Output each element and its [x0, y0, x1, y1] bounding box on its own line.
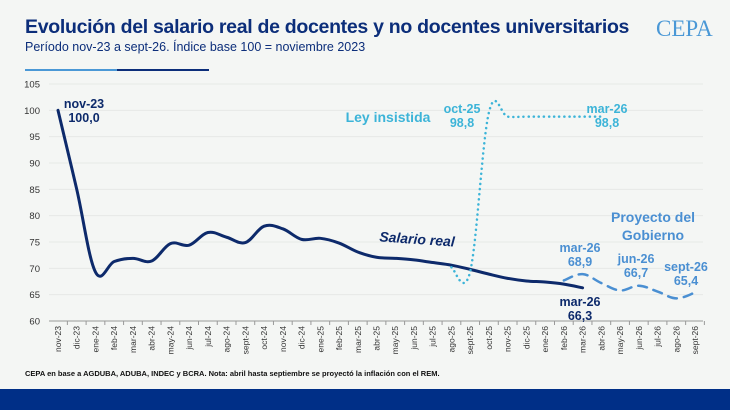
title-rule-dark — [117, 69, 209, 71]
x-tick-label: may-25 — [390, 326, 400, 355]
x-tick-label: may-24 — [165, 326, 175, 355]
label-proy-mar-value: 68,9 — [568, 255, 592, 269]
x-tick-label: oct-25 — [484, 326, 494, 350]
y-tick-label: 70 — [29, 264, 40, 275]
y-tick-label: 75 — [29, 238, 40, 249]
label-proy-sep-month: sept-26 — [664, 260, 708, 274]
x-tick-label: abr-26 — [596, 326, 606, 351]
y-tick-label: 90 — [29, 159, 40, 170]
x-tick-label: jul-26 — [653, 326, 663, 348]
x-tick-label: ago-24 — [222, 326, 232, 353]
x-tick-label: dic-25 — [521, 326, 531, 349]
y-tick-label: 95 — [29, 132, 40, 143]
x-tick-label: nov-25 — [503, 326, 513, 352]
label-proy-jun-value: 66,7 — [624, 266, 648, 280]
series-line-proyecto-del-gobierno — [562, 272, 697, 300]
label-proy-sep-value: 65,4 — [674, 274, 698, 288]
x-tick-label: ene-24 — [90, 326, 100, 353]
label-ley-mar-value: 98,8 — [595, 116, 619, 130]
x-tick-label: sept-26 — [690, 326, 700, 355]
x-tick-label: jul-24 — [203, 326, 213, 348]
x-tick-label: abr-24 — [147, 326, 157, 351]
label-salario-mar-month: mar-26 — [560, 295, 601, 309]
y-tick-label: 105 — [24, 80, 40, 91]
x-tick-label: dic-24 — [297, 326, 307, 349]
y-tick-label: 80 — [29, 211, 40, 222]
x-tick-label: abr-25 — [372, 326, 382, 351]
label-proy-mar-month: mar-26 — [560, 241, 601, 255]
x-tick-label: nov-24 — [278, 326, 288, 352]
x-tick-label: feb-25 — [334, 326, 344, 350]
cepa-logo: CEPA — [656, 16, 713, 41]
series-line-salario-real — [56, 108, 585, 290]
footer-bar — [0, 389, 730, 410]
x-tick-label: jun-26 — [634, 326, 644, 351]
label-salario-mar-value: 66,3 — [568, 309, 592, 323]
x-tick-label: mar-25 — [353, 326, 363, 353]
x-tick-label: nov-23 — [53, 326, 63, 352]
label-proyecto-1: Proyecto del — [611, 209, 695, 225]
x-tick-label: jun-25 — [409, 326, 419, 351]
series-line-ley-insistida — [450, 99, 603, 285]
y-tick-label: 85 — [29, 185, 40, 196]
title-rule-light — [25, 69, 117, 71]
x-tick-label: mar-26 — [578, 326, 588, 353]
x-tick-label: sept-25 — [465, 326, 475, 355]
line-chart: 60 65 70 75 80 85 90 95 100 105 nov-23 dic-23 ene-2… — [24, 80, 708, 355]
x-tick-label: jun-24 — [184, 326, 194, 351]
label-ley-mar-month: mar-26 — [587, 102, 628, 116]
label-ley-insistida: Ley insistida — [346, 109, 431, 125]
label-proyecto-2: Gobierno — [622, 227, 684, 243]
y-tick-label: 60 — [29, 317, 40, 328]
label-proy-jun-month: jun-26 — [617, 252, 655, 266]
x-tick-label: ene-26 — [540, 326, 550, 353]
chart-subtitle: Período nov-23 a sept-26. Índice base 10… — [25, 40, 366, 54]
label-salario-real: Salario real — [379, 228, 457, 249]
label-start-month: nov-23 — [64, 97, 104, 111]
x-tick-label: ago-26 — [671, 326, 681, 353]
x-tick-label: dic-23 — [72, 326, 82, 349]
chart-title: Evolución del salario real de docentes y… — [25, 16, 630, 38]
source-note: CEPA en base a AGDUBA, ADUBA, INDEC y BC… — [25, 369, 440, 378]
y-tick-label: 65 — [29, 290, 40, 301]
x-tick-label: may-26 — [615, 326, 625, 355]
x-tick-label: feb-24 — [109, 326, 119, 350]
label-ley-oct-value: 98,8 — [450, 116, 474, 130]
label-ley-oct-month: oct-25 — [444, 102, 481, 116]
x-tick-label: oct-24 — [259, 326, 269, 350]
x-tick-label: ago-25 — [446, 326, 456, 353]
x-tick-label: ene-25 — [315, 326, 325, 353]
x-tick-label: feb-26 — [559, 326, 569, 350]
label-start-value: 100,0 — [68, 111, 99, 125]
x-tick-label: mar-24 — [128, 326, 138, 353]
x-tick-label: sept-24 — [240, 326, 250, 355]
y-tick-label: 100 — [24, 106, 40, 117]
x-tick-label: jul-25 — [428, 326, 438, 348]
